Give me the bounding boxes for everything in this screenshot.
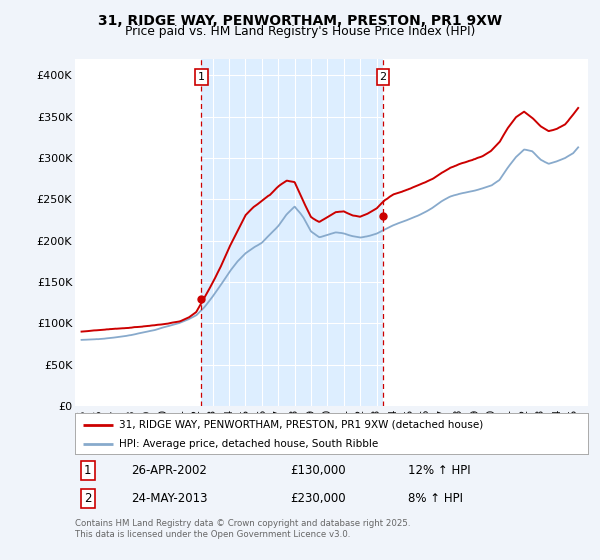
Text: 24-MAY-2013: 24-MAY-2013 [131, 492, 208, 505]
Text: 31, RIDGE WAY, PENWORTHAM, PRESTON, PR1 9XW: 31, RIDGE WAY, PENWORTHAM, PRESTON, PR1 … [98, 14, 502, 28]
Text: HPI: Average price, detached house, South Ribble: HPI: Average price, detached house, Sout… [119, 438, 378, 449]
Text: £130,000: £130,000 [290, 464, 346, 477]
Text: 1: 1 [84, 464, 92, 477]
Text: Price paid vs. HM Land Registry's House Price Index (HPI): Price paid vs. HM Land Registry's House … [125, 25, 475, 38]
Text: 26-APR-2002: 26-APR-2002 [131, 464, 208, 477]
Text: £230,000: £230,000 [290, 492, 346, 505]
Text: Contains HM Land Registry data © Crown copyright and database right 2025.
This d: Contains HM Land Registry data © Crown c… [75, 519, 410, 539]
Text: 2: 2 [84, 492, 92, 505]
Bar [202, 59, 383, 406]
Text: 8% ↑ HPI: 8% ↑ HPI [409, 492, 463, 505]
Text: 1: 1 [198, 72, 205, 82]
Text: 31, RIDGE WAY, PENWORTHAM, PRESTON, PR1 9XW (detached house): 31, RIDGE WAY, PENWORTHAM, PRESTON, PR1 … [119, 419, 483, 430]
Text: 2: 2 [379, 72, 386, 82]
Text: 12% ↑ HPI: 12% ↑ HPI [409, 464, 471, 477]
